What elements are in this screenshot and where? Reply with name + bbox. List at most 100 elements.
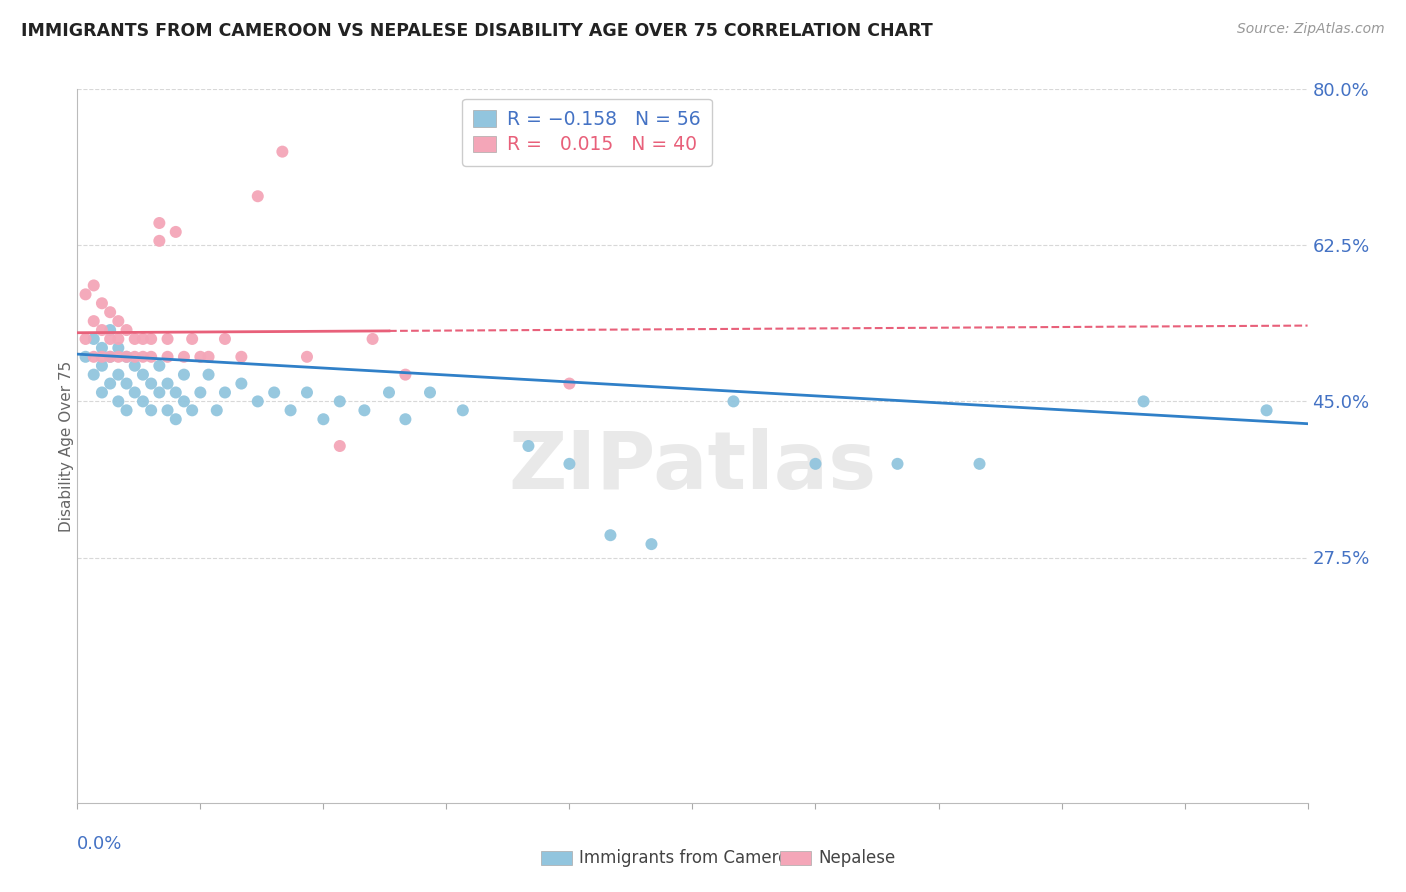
Point [295, 385, 318, 400]
Point [75, 332, 97, 346]
Text: ZIPatlas: ZIPatlas [509, 428, 876, 507]
Point [98, 305, 121, 319]
Point [723, 394, 745, 409]
Point [214, 385, 236, 400]
Point [98, 323, 121, 337]
Point [98, 332, 121, 346]
Text: 0.0%: 0.0% [77, 835, 122, 853]
Point [148, 216, 170, 230]
Point [181, 332, 204, 346]
Point [115, 350, 138, 364]
Point [804, 457, 827, 471]
Point [141, 403, 163, 417]
Point [90, 323, 114, 337]
Point [165, 225, 187, 239]
Point [173, 394, 195, 409]
Point [394, 412, 416, 426]
Point [148, 385, 170, 400]
Point [132, 368, 155, 382]
Point [214, 332, 236, 346]
Point [394, 368, 416, 382]
Point [107, 332, 129, 346]
Point [98, 350, 121, 364]
Point [124, 359, 146, 373]
Point [280, 403, 302, 417]
Point [197, 350, 219, 364]
Point [132, 332, 155, 346]
Point [107, 341, 129, 355]
Point [165, 412, 187, 426]
Point [378, 385, 401, 400]
Text: IMMIGRANTS FROM CAMEROON VS NEPALESE DISABILITY AGE OVER 75 CORRELATION CHART: IMMIGRANTS FROM CAMEROON VS NEPALESE DIS… [21, 22, 932, 40]
Point [156, 376, 179, 391]
Text: Source: ZipAtlas.com: Source: ZipAtlas.com [1237, 22, 1385, 37]
Point [181, 403, 204, 417]
Point [83, 332, 105, 346]
Point [107, 314, 129, 328]
Point [599, 528, 621, 542]
Point [115, 403, 138, 417]
Point [98, 350, 121, 364]
Point [156, 403, 179, 417]
Point [98, 376, 121, 391]
Point [263, 385, 285, 400]
Point [107, 394, 129, 409]
Point [115, 376, 138, 391]
Text: Nepalese: Nepalese [818, 849, 896, 867]
Point [90, 341, 114, 355]
Point [83, 278, 105, 293]
Point [165, 385, 187, 400]
Point [173, 350, 195, 364]
Point [156, 350, 179, 364]
Point [517, 439, 540, 453]
Point [419, 385, 441, 400]
Point [329, 439, 352, 453]
Y-axis label: Disability Age Over 75: Disability Age Over 75 [59, 360, 73, 532]
Point [295, 350, 318, 364]
Point [1256, 403, 1278, 417]
Point [188, 350, 212, 364]
Point [188, 385, 212, 400]
Point [83, 314, 105, 328]
Point [353, 403, 375, 417]
Point [115, 350, 138, 364]
Point [451, 403, 474, 417]
Point [197, 368, 219, 382]
Point [246, 394, 269, 409]
Point [132, 350, 155, 364]
Point [969, 457, 991, 471]
Point [1132, 394, 1154, 409]
Point [558, 376, 581, 391]
Point [558, 457, 581, 471]
Point [124, 385, 146, 400]
Point [148, 359, 170, 373]
Point [107, 368, 129, 382]
Point [115, 323, 138, 337]
Point [329, 394, 352, 409]
Point [312, 412, 335, 426]
Point [124, 350, 146, 364]
Point [90, 385, 114, 400]
Point [83, 368, 105, 382]
Point [90, 296, 114, 310]
Point [156, 332, 179, 346]
Point [361, 332, 384, 346]
Point [124, 332, 146, 346]
Point [141, 332, 163, 346]
Point [173, 368, 195, 382]
Point [148, 234, 170, 248]
Point [141, 350, 163, 364]
Point [205, 403, 228, 417]
Point [83, 350, 105, 364]
Point [75, 350, 97, 364]
Point [90, 350, 114, 364]
Point [107, 350, 129, 364]
Point [141, 376, 163, 391]
Point [132, 394, 155, 409]
Point [271, 145, 294, 159]
Point [75, 287, 97, 301]
Point [246, 189, 269, 203]
Point [886, 457, 908, 471]
Point [231, 350, 253, 364]
Point [640, 537, 662, 551]
